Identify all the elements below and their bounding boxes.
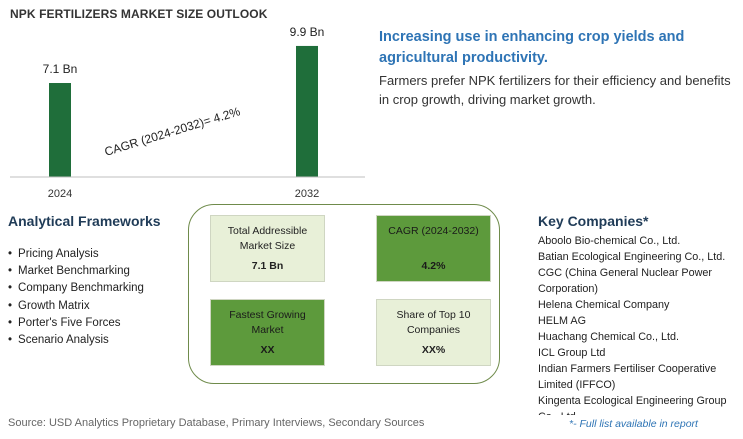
framework-item: Pricing Analysis (8, 246, 144, 263)
source-note: Source: USD Analytics Proprietary Databa… (8, 417, 425, 429)
kpi-value: XX% (421, 343, 446, 356)
company-item: ICL Group Ltd (538, 347, 606, 359)
full-list-footnote: *- Full list available in report (569, 418, 698, 430)
framework-item: Growth Matrix (8, 298, 144, 315)
insight-text: Farmers prefer NPK fertilizers for their… (379, 73, 731, 107)
company-item: Aboolo Bio-chemical Co., Ltd. (538, 235, 681, 247)
kpi-value: 7.1 Bn (251, 259, 284, 272)
bar-data-label: 9.9 Bn (290, 25, 325, 39)
kpi-panel: Total Addressible Market Size 7.1 Bn CAG… (188, 204, 500, 384)
frameworks-list: Pricing Analysis Market Benchmarking Com… (8, 246, 144, 349)
bar-2024 (49, 83, 71, 177)
kpi-value: XX (260, 343, 275, 356)
framework-item: Company Benchmarking (8, 280, 144, 297)
kpi-label: Fastest Growing Market (229, 309, 306, 336)
kpi-value: 4.2% (421, 259, 446, 272)
kpi-label: CAGR (2024-2032) (388, 225, 479, 237)
bar-data-label: 7.1 Bn (43, 62, 78, 76)
x-tick-label: 2024 (48, 188, 72, 200)
company-item: Batian Ecological Engineering Co., Ltd. (538, 251, 726, 263)
cagr-annotation: CAGR (2024-2032)= 4.2% (103, 104, 242, 159)
company-item: HELM AG (538, 315, 587, 327)
kpi-label: Share of Top 10 Companies (396, 309, 471, 336)
company-item: CGC (China General Nuclear Power Corpora… (538, 267, 713, 295)
kpi-cagr: CAGR (2024-2032) 4.2% (376, 215, 491, 282)
framework-item: Scenario Analysis (8, 332, 144, 349)
x-tick-label: 2032 (295, 188, 319, 200)
market-size-bar-chart: 7.1 Bn 2024 9.9 Bn 2032 CAGR (2024-2032)= 4… (10, 25, 365, 200)
company-item: Huachang Chemical Co., Ltd. (538, 331, 680, 343)
kpi-top10-share: Share of Top 10 Companies XX% (376, 299, 491, 366)
company-item: Indian Farmers Fertiliser Cooperative Li… (538, 363, 717, 391)
kpi-market-size: Total Addressible Market Size 7.1 Bn (210, 215, 325, 282)
company-item: Kingenta Ecological Engineering Group Co… (538, 395, 727, 415)
insight-headline: Increasing use in enhancing crop yields … (379, 29, 685, 66)
company-item: Helena Chemical Company (538, 299, 670, 311)
framework-item: Porter's Five Forces (8, 315, 144, 332)
chart-title: NPK FERTILIZERS MARKET SIZE OUTLOOK (10, 7, 268, 21)
bar-2032 (296, 45, 318, 177)
companies-title: Key Companies* (538, 213, 649, 229)
kpi-fastest-market: Fastest Growing Market XX (210, 299, 325, 366)
companies-list: Aboolo Bio-chemical Co., Ltd. Batian Eco… (538, 233, 738, 415)
kpi-label: Total Addressible Market Size (227, 225, 308, 252)
framework-item: Market Benchmarking (8, 263, 144, 280)
frameworks-title: Analytical Frameworks (8, 213, 161, 229)
